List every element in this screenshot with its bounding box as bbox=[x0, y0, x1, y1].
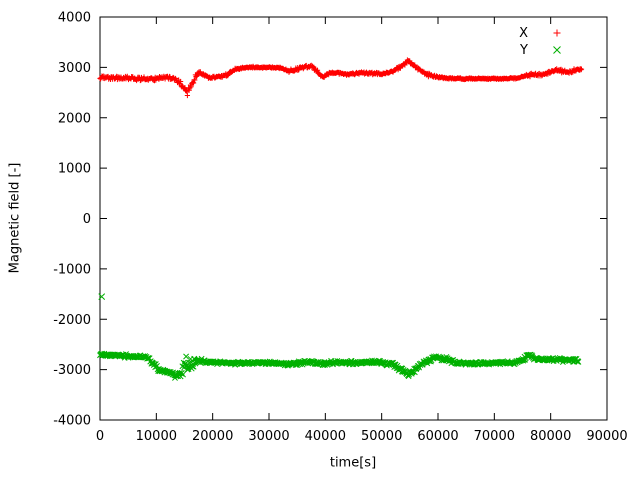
x-tick-label: 50000 bbox=[361, 429, 402, 444]
series-y-points bbox=[97, 293, 582, 381]
x-tick-label: 60000 bbox=[417, 429, 458, 444]
x-tick-label: 80000 bbox=[530, 429, 571, 444]
y-tick-label: -2000 bbox=[53, 313, 91, 328]
y-axis-title: Magnetic field [-] bbox=[7, 162, 23, 274]
x-tick-label: 20000 bbox=[192, 429, 233, 444]
series-x-points bbox=[97, 57, 585, 99]
y-tick-label: 2000 bbox=[58, 111, 91, 126]
y-tick-label: 4000 bbox=[58, 11, 91, 26]
y-tick-label: 3000 bbox=[58, 61, 91, 76]
x-tick-label: 10000 bbox=[136, 429, 177, 444]
legend-label-x: X bbox=[519, 26, 528, 41]
x-tick-label: 30000 bbox=[248, 429, 289, 444]
x-tick-label: 0 bbox=[96, 429, 104, 444]
y-tick-label: 1000 bbox=[58, 162, 91, 177]
legend-label-y: Y bbox=[519, 43, 528, 58]
y-tick-label: -1000 bbox=[53, 262, 91, 277]
y-tick-label: -4000 bbox=[53, 414, 91, 429]
legend-marker-y-icon bbox=[553, 46, 561, 54]
y-tick-label: -3000 bbox=[53, 363, 91, 378]
legend-marker-x-icon bbox=[553, 29, 561, 37]
x-tick-label: 70000 bbox=[474, 429, 515, 444]
y-tick-label: 0 bbox=[83, 212, 91, 227]
axis-ticks bbox=[99, 16, 608, 421]
x-axis-title: time[s] bbox=[329, 455, 377, 471]
x-tick-label: 90000 bbox=[586, 429, 627, 444]
x-tick-label: 40000 bbox=[305, 429, 346, 444]
